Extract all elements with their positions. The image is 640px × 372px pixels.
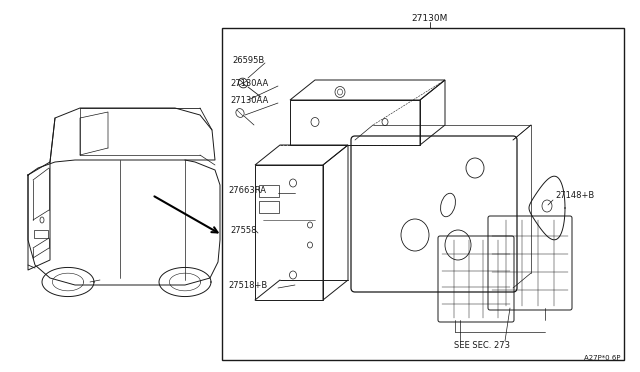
Text: A27P*0 6P: A27P*0 6P xyxy=(584,355,620,361)
Bar xyxy=(259,185,279,197)
Bar xyxy=(290,100,420,145)
Text: 27518+B: 27518+B xyxy=(228,280,268,289)
Text: 26595B: 26595B xyxy=(232,55,264,64)
Text: 27130AA: 27130AA xyxy=(230,78,268,87)
Text: 27130AA: 27130AA xyxy=(230,96,268,105)
Bar xyxy=(259,201,279,213)
Text: 27130M: 27130M xyxy=(412,13,448,22)
Text: SEE SEC. 273: SEE SEC. 273 xyxy=(454,340,510,350)
Text: 27148+B: 27148+B xyxy=(555,190,595,199)
Text: 27663RA: 27663RA xyxy=(228,186,266,195)
Bar xyxy=(222,28,624,360)
Text: 27558: 27558 xyxy=(230,225,257,234)
Bar xyxy=(34,230,48,238)
